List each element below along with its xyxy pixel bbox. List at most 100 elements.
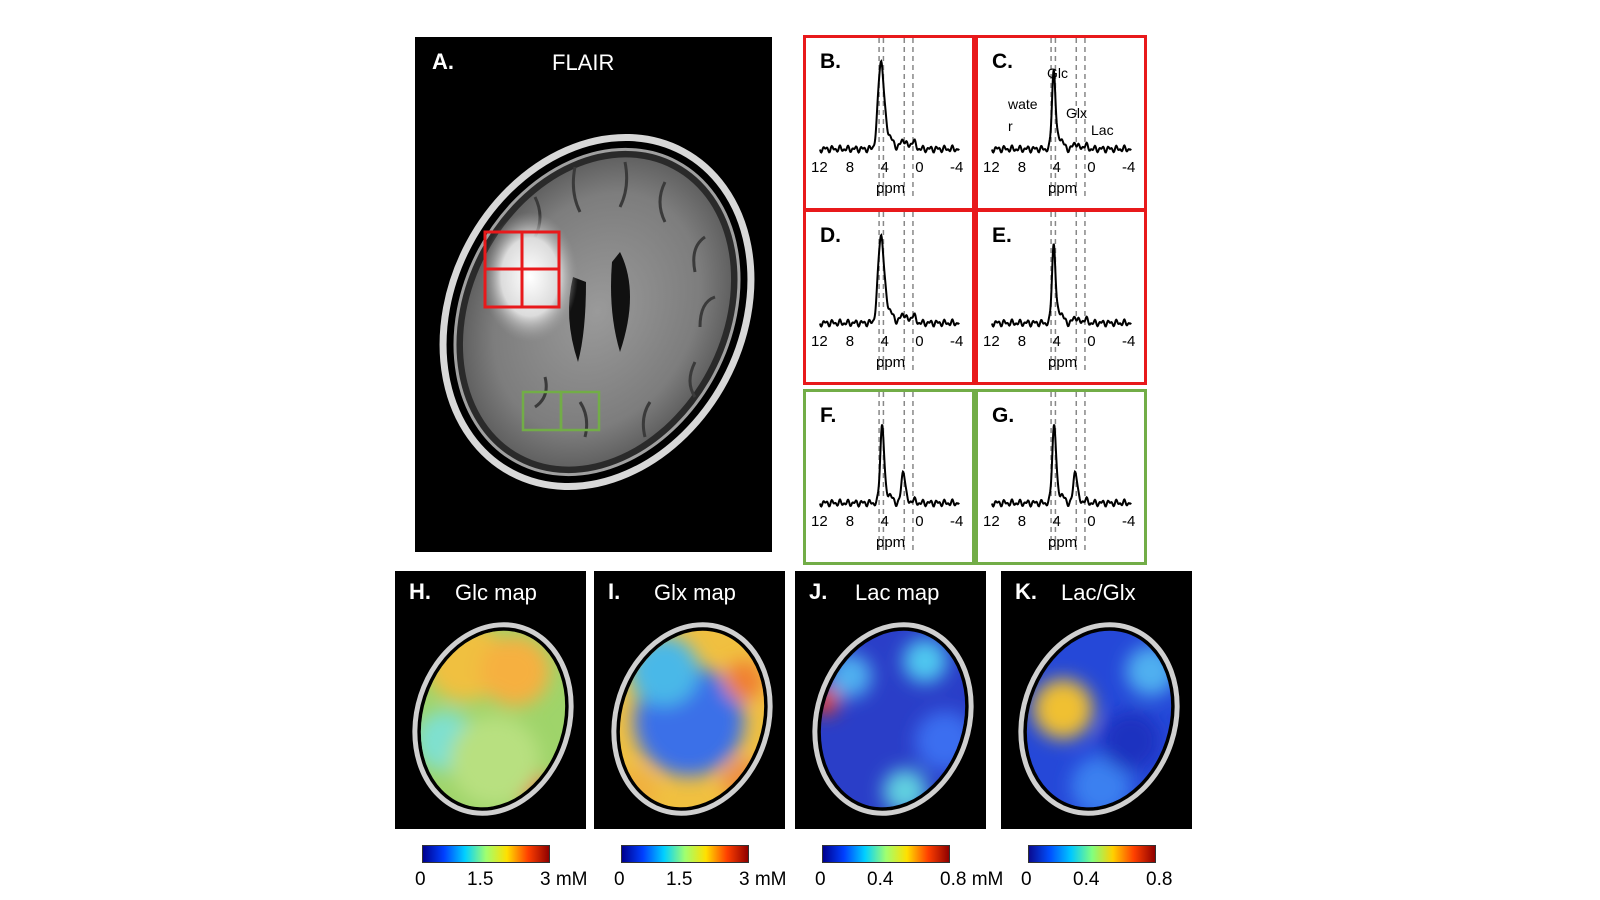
skull-outline: [1018, 622, 1180, 816]
brain-map-svg: [597, 611, 785, 827]
spectrum-plot: [991, 38, 1132, 198]
tick-label: 12: [811, 159, 828, 176]
tick-label: 8: [845, 333, 855, 350]
colorbar-label-min: 0: [1021, 869, 1032, 890]
spectrum-panel-d: D. 12 8 4 0 -4 ppm: [803, 209, 975, 385]
spectrum-line: [991, 424, 1132, 508]
skull-outline: [412, 622, 574, 816]
map-title: Glc map: [455, 580, 537, 605]
tick-label: 8: [845, 513, 855, 530]
colorbar-label-min: 0: [614, 869, 625, 890]
tick-label: -4: [1122, 159, 1136, 176]
tick-label: 8: [1017, 159, 1027, 176]
tick-label: 0: [915, 159, 924, 176]
spectrum-plot: [819, 38, 960, 198]
panel-a-flair-image: A. FLAIR: [415, 37, 772, 552]
map-panel-j: J. Lac map: [795, 571, 986, 829]
tick-label: 0: [1087, 159, 1096, 176]
x-axis-label: ppm: [1048, 354, 1078, 371]
map-panel-i: I. Glx map: [594, 571, 785, 829]
tick-label: 0: [915, 513, 924, 530]
tick-label: 4: [880, 333, 889, 350]
spectrum-label: E.: [992, 224, 1012, 247]
spectrum-plot: [819, 212, 960, 372]
colorbar: [621, 845, 749, 863]
tick-label: -4: [950, 333, 964, 350]
x-axis-label: ppm: [876, 534, 906, 551]
colorbar: [822, 845, 950, 863]
colorbar: [1028, 845, 1156, 863]
tick-label: 4: [880, 513, 889, 530]
tick-label: -4: [950, 513, 964, 530]
colorbar-label-mid: 1.5: [666, 869, 693, 890]
colorbar-label-min: 0: [815, 869, 826, 890]
map-panel-h: H. Glc map: [395, 571, 586, 829]
colorbar-label-max: 3 mM: [540, 869, 588, 890]
skull-outline: [812, 622, 974, 816]
panel-a-label: A.: [432, 49, 454, 74]
peak-annotation-glx: Glx: [1066, 105, 1087, 121]
spectrum-label: B.: [820, 50, 841, 73]
tick-label: 4: [1052, 159, 1061, 176]
spectrum-line: [819, 233, 960, 328]
ventricle-right: [611, 252, 630, 352]
spectrum-plot: [991, 392, 1132, 552]
tick-label: 0: [1087, 333, 1096, 350]
spectrum-line: [819, 59, 960, 154]
flair-brain-svg: [439, 133, 755, 491]
skull-outline: [611, 622, 773, 816]
tick-label: 12: [983, 513, 1000, 530]
brain-map-svg: [798, 611, 986, 827]
colorbar-label-min: 0: [415, 869, 426, 890]
peak-annotation-water-2: r: [1008, 118, 1013, 134]
spectrum-label: D.: [820, 224, 841, 247]
tick-label: 12: [811, 333, 828, 350]
panel-a-title: FLAIR: [552, 50, 615, 75]
skull-outer: [439, 133, 755, 491]
tick-label: 0: [1087, 513, 1096, 530]
tick-label: 8: [1017, 513, 1027, 530]
tick-label: -4: [1122, 333, 1136, 350]
colorbar-label-max: 3 mM: [739, 869, 787, 890]
map-panel-k: K. Lac/Glx: [1001, 571, 1192, 829]
spectrum-panel-f: F. 12 8 4 0 -4 ppm: [803, 389, 975, 565]
spectrum-label: F.: [820, 404, 837, 427]
spectrum-plot: [991, 212, 1132, 372]
peak-annotation-lac: Lac: [1091, 122, 1114, 138]
map-label: J.: [809, 579, 828, 604]
tick-label: 12: [811, 513, 828, 530]
tick-label: -4: [950, 159, 964, 176]
spectrum-plot: [819, 392, 960, 552]
green-roi-2: [559, 390, 601, 432]
spectrum-panel-g: G. 12 8 4 0 -4 ppm: [975, 389, 1147, 565]
colorbar-label-mid: 0.4: [867, 869, 894, 890]
map-title: Lac/Glx: [1061, 580, 1136, 605]
spectrum-line: [991, 69, 1132, 154]
tick-label: 12: [983, 333, 1000, 350]
map-title: Glx map: [654, 580, 736, 605]
peak-annotation-glc: Glc: [1047, 65, 1068, 81]
x-axis-label: ppm: [876, 180, 906, 197]
spectrum-label: G.: [992, 404, 1015, 427]
tick-label: 0: [915, 333, 924, 350]
map-label: H.: [409, 579, 431, 604]
tick-label: 8: [1017, 333, 1027, 350]
tick-label: 4: [1052, 513, 1061, 530]
red-roi-4: [520, 267, 561, 309]
map-title: Lac map: [855, 580, 940, 605]
colorbar-label-mid: 1.5: [467, 869, 494, 890]
spectrum-panel-b: B. 12 8 4 0 -4 ppm: [803, 35, 975, 211]
colorbar-label-max: 0.8 mM: [940, 869, 1004, 890]
tick-label: -4: [1122, 513, 1136, 530]
brain-map-svg: [398, 611, 586, 827]
x-axis-label: ppm: [876, 354, 906, 371]
brain-map-svg: [1004, 611, 1192, 827]
map-label: I.: [608, 579, 621, 604]
spectrum-panel-c: C. 12 8 4 0 -4 ppm wate r Glc Glx Lac: [975, 35, 1147, 211]
map-label: K.: [1015, 579, 1037, 604]
spectrum-label: C.: [992, 50, 1013, 73]
x-axis-label: ppm: [1048, 180, 1078, 197]
lesion: [482, 212, 578, 342]
colorbar-label-mid: 0.4: [1073, 869, 1100, 890]
colorbar: [422, 845, 550, 863]
